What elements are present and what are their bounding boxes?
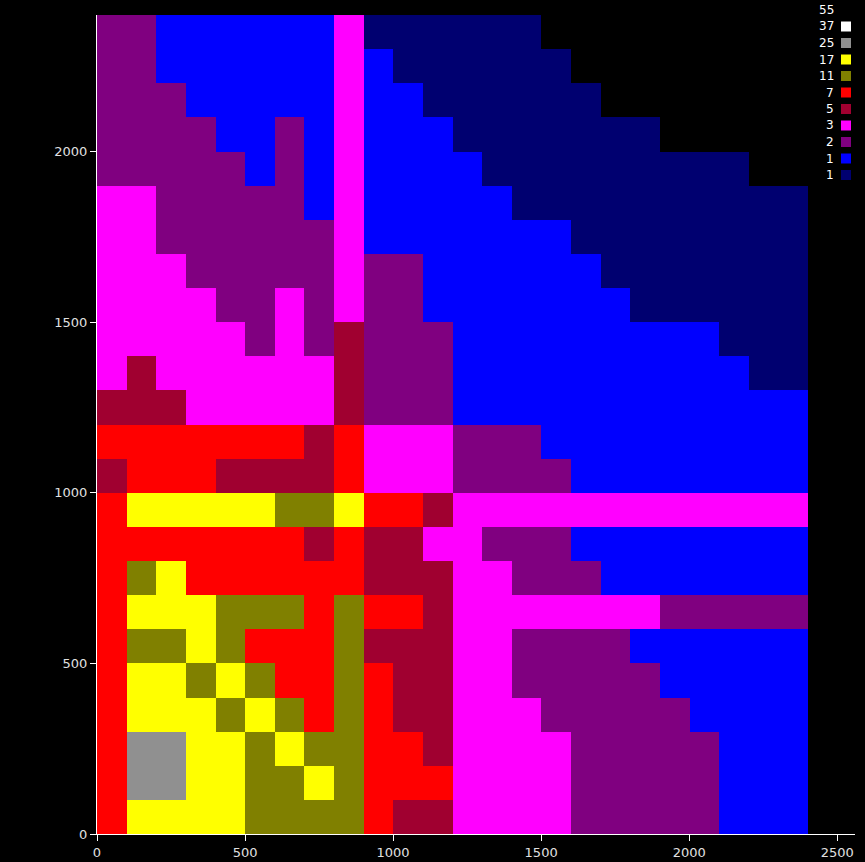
svg-text:2000: 2000 [54, 144, 87, 159]
svg-text:2000: 2000 [673, 845, 706, 860]
svg-text:2500: 2500 [821, 845, 854, 860]
svg-text:55: 55 [819, 3, 834, 17]
svg-text:1: 1 [826, 168, 834, 182]
svg-text:1: 1 [826, 152, 834, 166]
svg-text:0: 0 [79, 827, 87, 842]
svg-text:1000: 1000 [377, 845, 410, 860]
svg-text:1500: 1500 [525, 845, 558, 860]
svg-text:500: 500 [63, 656, 88, 671]
svg-text:25: 25 [819, 36, 834, 50]
svg-text:1500: 1500 [54, 315, 87, 330]
svg-text:5: 5 [826, 102, 834, 116]
svg-text:0: 0 [93, 845, 101, 860]
svg-text:37: 37 [819, 19, 834, 33]
svg-text:7: 7 [826, 86, 834, 100]
svg-text:500: 500 [233, 845, 258, 860]
svg-text:1000: 1000 [54, 485, 87, 500]
svg-text:2: 2 [826, 135, 834, 149]
svg-text:11: 11 [819, 69, 834, 83]
svg-text:17: 17 [819, 53, 834, 67]
svg-text:3: 3 [826, 118, 834, 132]
